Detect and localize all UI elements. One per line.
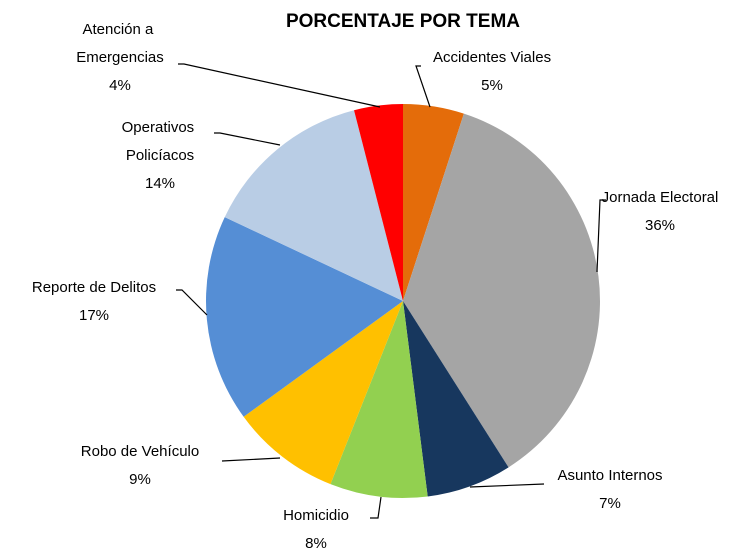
pie-slice [243,301,403,485]
leader-line [596,199,606,273]
category-label: Jornada Electoral [602,189,719,206]
category-label: Robo de Vehículo [81,443,199,460]
label-line: Atención a [82,21,157,38]
label-line: Policíacos [126,147,194,164]
value-label: 4% [109,77,131,94]
category-label: Reporte de Delitos [32,279,156,296]
category-label: Asunto Internos [557,467,662,484]
leader-line [214,132,281,146]
value-label: 14% [145,175,175,192]
leader-line [370,496,382,519]
value-label: 5% [481,77,503,94]
pie-slice [403,104,464,301]
leader-line [176,289,208,316]
chart-title: PORCENTAJE POR TEMA [286,11,520,32]
label-line: Emergencias [76,49,164,66]
pie-slice [224,110,403,301]
category-label: Homicidio [283,507,349,524]
leader-line [415,65,431,108]
leader-line [221,457,281,462]
pie-slice [206,217,403,417]
pie-slice [330,301,428,498]
value-label: 36% [645,217,675,234]
value-label: 8% [305,535,327,548]
value-label: 7% [599,495,621,512]
pie-slice [403,301,509,497]
pie-slice [354,104,403,301]
value-label: 9% [129,471,151,488]
leader-line [178,63,381,108]
pie-slice [403,113,600,468]
category-label: Atención a Emergencias [76,21,164,66]
label-line: Operativos [122,119,199,136]
leader-line [469,483,545,488]
category-label: Operativos Policíacos [122,119,199,164]
value-label: 17% [79,307,109,324]
category-label: Accidentes Viales [433,49,551,66]
